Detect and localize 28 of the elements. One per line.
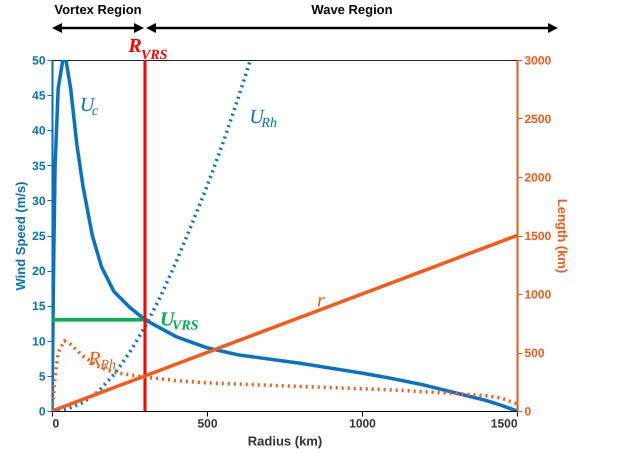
y2-tick-label: 2000 <box>524 170 552 184</box>
x-tick-label: 0 <box>52 416 60 430</box>
x-tick-label: 500 <box>197 416 218 430</box>
y-tick-label: 45 <box>32 88 46 103</box>
y-tick-label: 5 <box>38 369 46 384</box>
y-tick-label: 25 <box>32 229 46 243</box>
series-label: r <box>317 290 325 312</box>
y2-tick-label: 0 <box>524 404 532 418</box>
y2-tick-label: 500 <box>524 346 545 360</box>
y-axis-title: Wind Speed (m/s) <box>13 182 28 290</box>
x-axis-title: Radius (km) <box>248 434 322 448</box>
text: Wave Region <box>311 2 393 17</box>
x-tick-label: 1500 <box>490 416 518 430</box>
y-tick-label: 0 <box>38 404 46 418</box>
y2-tick-label: 3000 <box>524 54 552 68</box>
y-tick-label: 20 <box>32 264 46 278</box>
text: Vortex Region <box>54 2 142 17</box>
y2-axis-title: Length (km) <box>555 198 570 274</box>
y-tick-label: 35 <box>32 158 46 173</box>
y2-tick-label: 2500 <box>524 112 552 126</box>
y-tick-label: 40 <box>32 124 46 138</box>
y2-tick-label: 1500 <box>524 229 552 243</box>
y-tick-label: 10 <box>32 334 46 348</box>
y-tick-label: 30 <box>32 194 46 208</box>
x-tick-label: 1000 <box>349 416 376 430</box>
y-tick-label: 50 <box>32 54 46 68</box>
y2-tick-label: 1000 <box>524 288 552 302</box>
y-tick-label: 15 <box>32 299 46 314</box>
